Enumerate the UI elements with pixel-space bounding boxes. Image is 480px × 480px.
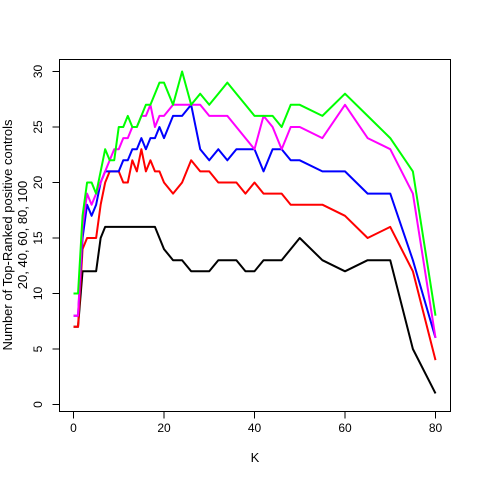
x-tick-label: 20 bbox=[157, 421, 171, 435]
series-line-2 bbox=[73, 148, 437, 361]
y-axis-title-line1: Number of Top-Ranked positive controls bbox=[0, 119, 15, 350]
x-axis: 0 20 40 60 80 bbox=[70, 411, 443, 435]
series-line-3 bbox=[73, 103, 437, 339]
x-tick-label: 80 bbox=[429, 421, 443, 435]
y-tick-label: 20 bbox=[31, 176, 45, 190]
series-layer bbox=[73, 70, 437, 394]
y-axis-title-line2: 20, 40, 60, 80, 100 bbox=[15, 181, 30, 289]
y-tick-label: 25 bbox=[31, 120, 45, 134]
plot-frame bbox=[59, 59, 451, 412]
x-tick-label: 60 bbox=[338, 421, 352, 435]
y-tick-label: 5 bbox=[31, 345, 45, 352]
x-axis-title: K bbox=[251, 450, 260, 465]
y-tick-label: 30 bbox=[31, 65, 45, 79]
series-line-4 bbox=[73, 103, 437, 339]
y-tick-label: 0 bbox=[31, 401, 45, 408]
series-line-1 bbox=[73, 225, 437, 394]
y-tick-label: 15 bbox=[31, 231, 45, 245]
x-tick-label: 40 bbox=[248, 421, 262, 435]
x-tick-label: 0 bbox=[70, 421, 77, 435]
y-axis: 0 5 10 15 20 25 30 bbox=[31, 65, 60, 408]
y-tick-label: 10 bbox=[31, 287, 45, 301]
series-line-5 bbox=[73, 70, 437, 316]
